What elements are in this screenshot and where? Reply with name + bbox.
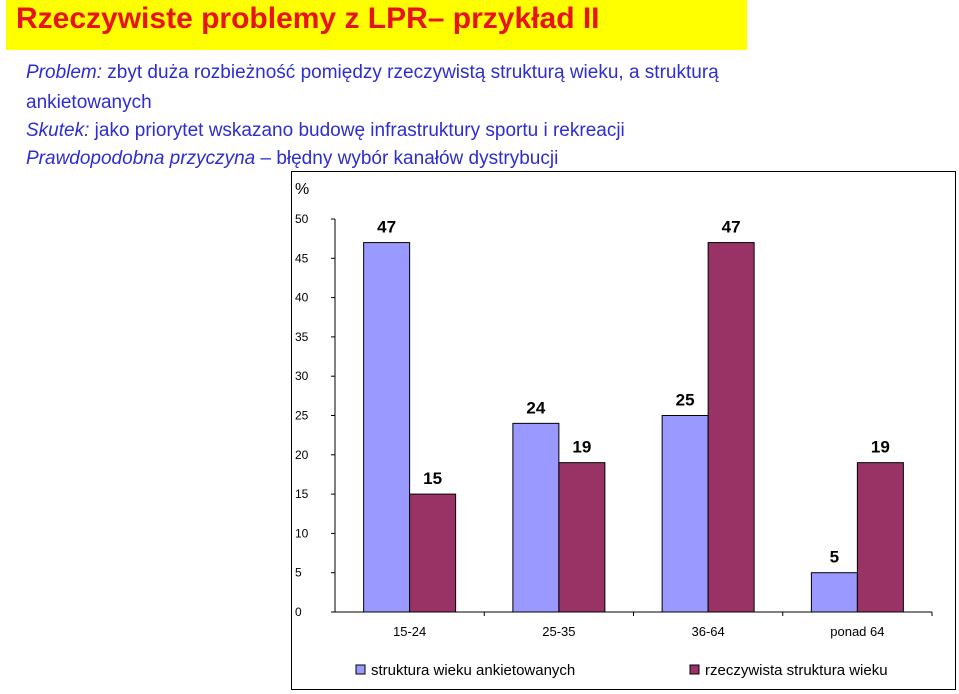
problem-line: Problem: zbyt duża rozbieżność pomiędzy …	[26, 62, 719, 84]
y-tick-label: 30	[295, 369, 309, 383]
y-tick-label: 45	[295, 251, 309, 265]
chart-frame: % 0 5 10 15 20 25 30 35 40 45 50 15-24 25-35 36-64 pona…	[291, 171, 956, 690]
x-tick-label: 25-35	[542, 624, 575, 639]
x-tick-label: 36-64	[692, 624, 725, 639]
effect-line: Skutek: jako priorytet wskazano budowę i…	[26, 120, 625, 142]
y-tick-label: 5	[295, 566, 302, 580]
data-label: 25	[676, 391, 695, 410]
data-label: 15	[423, 469, 442, 488]
data-label: 47	[377, 218, 396, 237]
data-label: 24	[526, 398, 545, 417]
slide-title: Rzeczywiste problemy z LPR– przykład II	[16, 2, 600, 35]
bar-1	[363, 242, 411, 613]
y-tick-label: 25	[295, 409, 309, 423]
bar-2	[409, 493, 457, 613]
y-tick-label: 10	[295, 526, 309, 540]
y-axis-label: %	[295, 181, 309, 198]
problem-line-cont: ankietowanych	[26, 92, 152, 114]
y-tick-label: 20	[295, 448, 309, 462]
bar-2	[558, 462, 606, 613]
y-tick-label: 40	[295, 291, 309, 305]
data-label: 19	[572, 438, 591, 457]
y-tick-label: 0	[295, 605, 302, 619]
y-tick-label: 35	[295, 330, 309, 344]
bar-1	[512, 422, 560, 613]
x-tick-label: 15-24	[393, 624, 426, 639]
effect-text: jako priorytet wskazano budowę infrastru…	[89, 120, 625, 141]
legend-swatch	[355, 664, 366, 675]
data-label: 19	[871, 438, 890, 457]
bar-2	[856, 462, 904, 613]
cause-label: Prawdopodobna przyczyna	[26, 148, 256, 169]
x-tick-label: ponad 64	[830, 624, 884, 639]
cause-line: Prawdopodobna przyczyna – błędny wybór k…	[26, 148, 558, 170]
bar-1	[661, 415, 709, 613]
bar-chart: % 0 5 10 15 20 25 30 35 40 45 50 15-24 25-35 36-64 pona…	[295, 181, 933, 679]
legend-label: struktura wieku ankietowanych	[371, 662, 575, 679]
problem-label: Problem:	[26, 62, 103, 83]
problem-text-cont: ankietowanych	[26, 92, 152, 113]
chart-legend: struktura wieku ankietowanych rzeczywista…	[355, 662, 888, 679]
data-label: 5	[830, 548, 839, 567]
data-label: 47	[722, 218, 741, 237]
y-tick-label: 15	[295, 487, 309, 501]
problem-text: zbyt duża rozbieżność pomiędzy rzeczywis…	[102, 62, 719, 83]
chart-bars	[363, 242, 904, 613]
cause-text: – błędny wybór kanałów dystrybucji	[255, 148, 559, 169]
chart-data-labels: 47 15 24 19 25 47 5 19	[377, 218, 890, 567]
legend-label: rzeczywista struktura wieku	[705, 662, 888, 679]
title-bar: Rzeczywiste problemy z LPR– przykład II	[6, 0, 747, 50]
legend-swatch	[689, 664, 700, 675]
bar-1	[810, 572, 858, 613]
bar-2	[707, 242, 755, 613]
effect-label: Skutek:	[26, 120, 90, 141]
y-tick-label: 50	[295, 212, 309, 226]
